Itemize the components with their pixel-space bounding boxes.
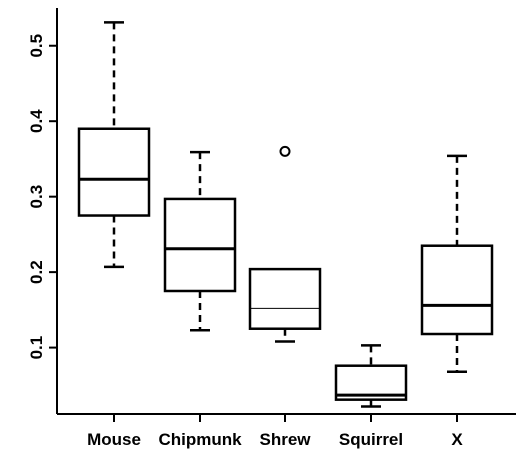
outlier-point bbox=[279, 145, 291, 157]
box-shrew bbox=[248, 145, 322, 343]
y-tick-label: 0.3 bbox=[27, 185, 46, 209]
x-tick-label-shrew: Shrew bbox=[259, 430, 311, 449]
x-tick-label-x: X bbox=[451, 430, 463, 449]
box-rect bbox=[420, 244, 494, 336]
y-tick-label: 0.4 bbox=[27, 109, 46, 133]
boxes bbox=[77, 21, 494, 408]
axes: 0.1 0.2 0.3 0.4 0.5 Mouse Chipmunk Shrew Squirre… bbox=[27, 8, 516, 449]
y-tick-label: 0.2 bbox=[27, 260, 46, 284]
x-tick-label-mouse: Mouse bbox=[87, 430, 141, 449]
x-tick-label-squirrel: Squirrel bbox=[339, 430, 403, 449]
x-tick-label-chipmunk: Chipmunk bbox=[158, 430, 242, 449]
box-rect bbox=[334, 364, 408, 401]
y-tick-label: 0.1 bbox=[27, 336, 46, 360]
box-squirrel bbox=[334, 344, 408, 408]
y-tick-label: 0.5 bbox=[27, 34, 46, 58]
box-mouse bbox=[77, 21, 151, 269]
box-rect bbox=[248, 267, 322, 330]
box-rect bbox=[163, 197, 237, 293]
box-chipmunk bbox=[163, 150, 237, 332]
box-rect bbox=[77, 127, 151, 217]
box-x bbox=[420, 154, 494, 373]
